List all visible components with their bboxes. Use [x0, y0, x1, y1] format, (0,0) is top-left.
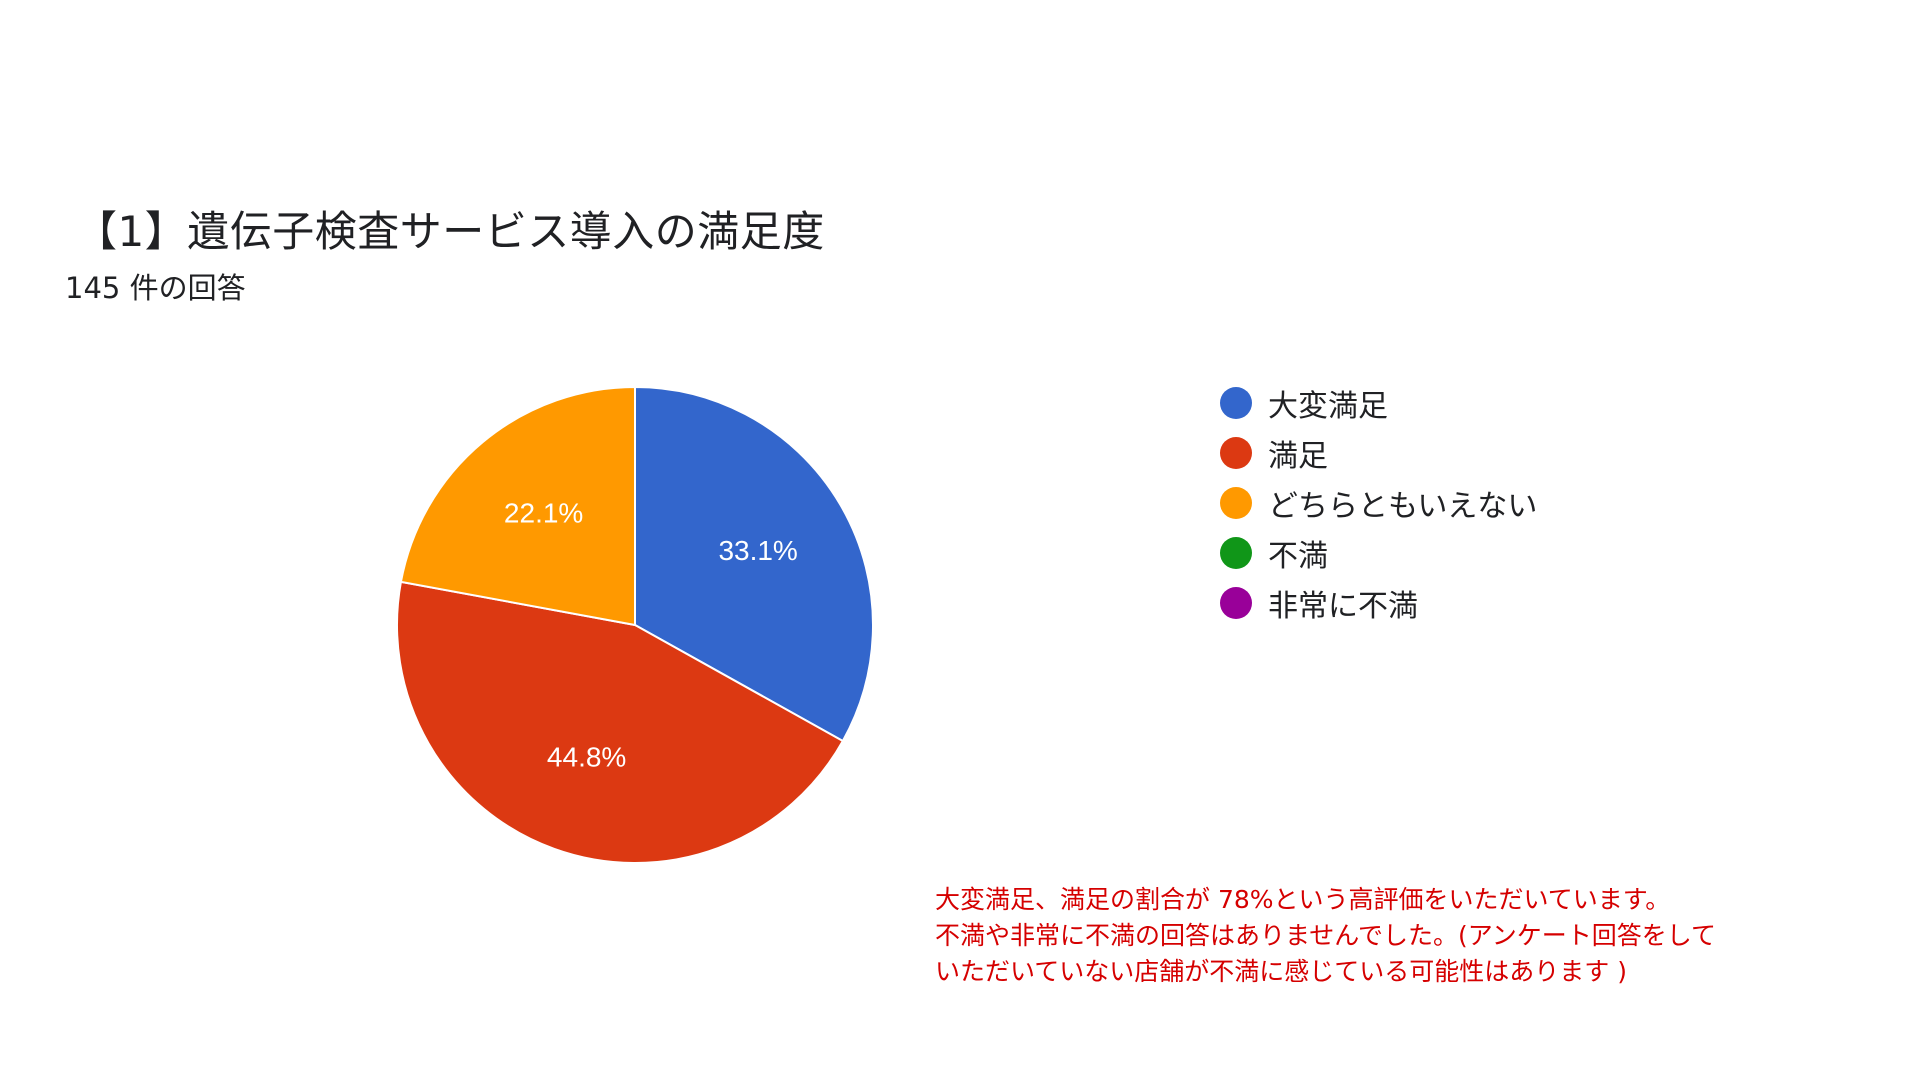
legend-item: 満足	[1220, 428, 1537, 478]
slice-value-label: 44.8%	[547, 742, 626, 773]
legend-label: 大変満足	[1268, 389, 1388, 424]
legend-item: どちらともいえない	[1220, 478, 1537, 528]
pie-chart: 33.1% 44.8% 22.1%	[396, 385, 874, 864]
legend-swatch	[1220, 437, 1252, 469]
slice-value-label: 22.1%	[504, 498, 583, 529]
annotation-line: 不満や非常に不満の回答はありませんでした。(アンケート回答をして	[935, 921, 1717, 950]
pie-slice-2	[396, 580, 845, 864]
legend-item: 大変満足	[1220, 378, 1537, 428]
pie-slice-1	[634, 385, 874, 743]
legend-item: 不満	[1220, 528, 1537, 578]
legend-swatch	[1220, 487, 1252, 519]
annotation-note: 大変満足、満足の割合が 78%という高評価をいただいています。 不満や非常に不満…	[935, 882, 1815, 990]
legend-swatch	[1220, 587, 1252, 619]
legend-item: 非常に不満	[1220, 578, 1537, 628]
legend-label: 非常に不満	[1268, 589, 1418, 624]
legend: 大変満足満足どちらともいえない 不満非常に不満	[1220, 378, 1537, 628]
chart-title: 【1】遺伝子検査サービス導入の満足度	[75, 207, 825, 256]
annotation-line: いただいていない店舗が不満に感じている可能性はあります )	[935, 957, 1627, 986]
legend-swatch	[1220, 537, 1252, 569]
annotation-line: 大変満足、満足の割合が 78%という高評価をいただいています。	[935, 885, 1671, 914]
legend-label: 不満	[1268, 539, 1328, 574]
legend-label: 満足	[1268, 439, 1328, 474]
legend-swatch	[1220, 387, 1252, 419]
legend-label: どちらともいえない	[1268, 489, 1538, 524]
slice-value-label: 33.1%	[718, 535, 797, 566]
response-count: 145 件の回答	[65, 271, 246, 305]
pie-slice-3	[399, 385, 636, 627]
